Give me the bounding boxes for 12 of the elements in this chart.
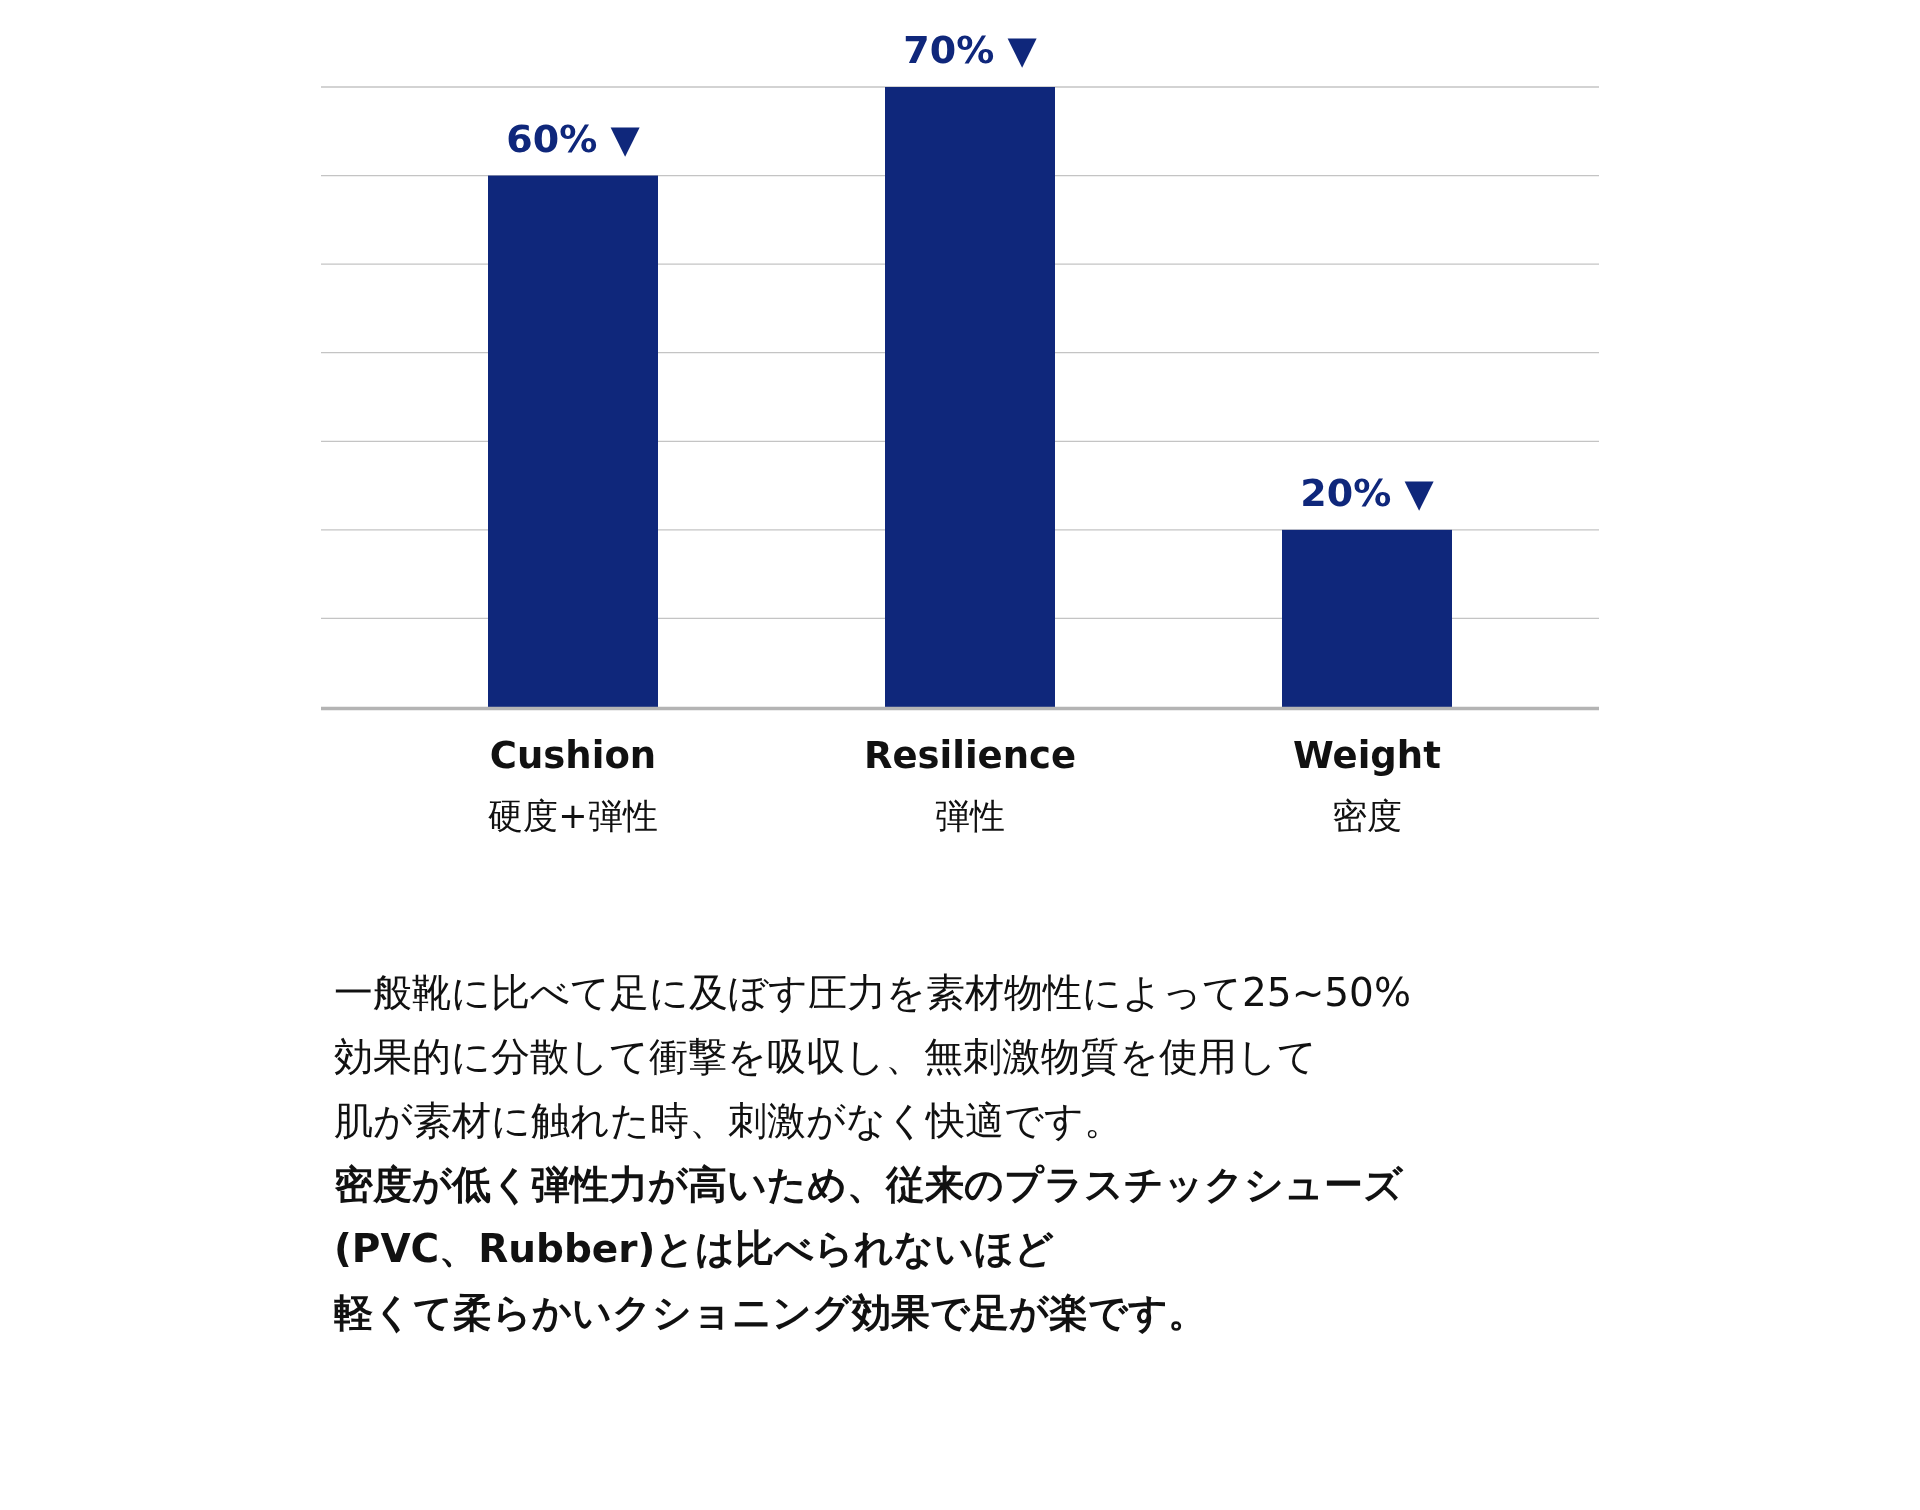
text: 肌が素材に触れた時、刺激がなく快適です。 <box>334 1098 1123 1143</box>
data-label: 70% ▼ <box>903 28 1038 72</box>
text: 効果的に分散して衝撃を吸収し、無刺激物質を使用して <box>334 1034 1317 1079</box>
text: 一般靴に比べて足に及ぼす圧力を素材物性によって25~50% <box>334 970 1411 1015</box>
text: 軽くて柔らかいクショニング効果で足が楽です。 <box>334 1290 1207 1335</box>
x-tick-label: Weight 密度 <box>1293 734 1441 836</box>
data-label: 20% ▼ <box>1300 470 1435 515</box>
text: (PVC、Rubber)とは比べられないほど <box>334 1226 1055 1271</box>
x-tick-label: Cushion 硬度+弾性 <box>488 734 658 836</box>
x-tick-label: Resilience 弾性 <box>863 734 1077 836</box>
data-label: 60% ▼ <box>506 116 641 161</box>
text: 密度が低く弾性力が高いため、従来のプラスチックシューズ <box>334 1162 1404 1207</box>
